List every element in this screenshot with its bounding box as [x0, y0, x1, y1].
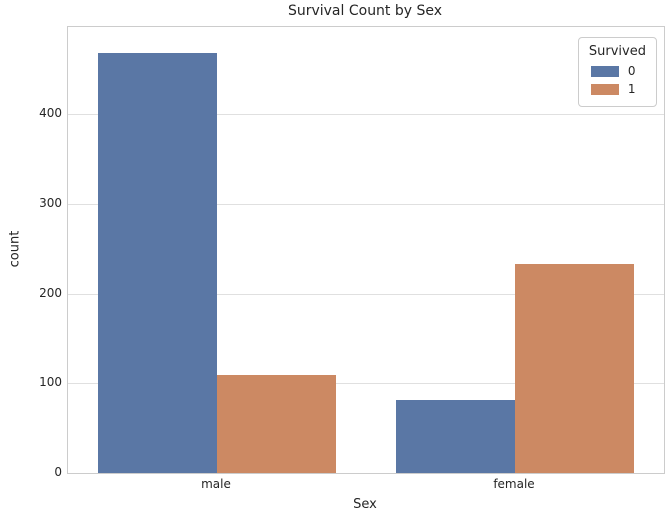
- legend-label: 0: [627, 64, 636, 78]
- legend-swatch-icon: [590, 65, 619, 77]
- bar-male-survived-0: [97, 53, 217, 473]
- y-tick-0: 0: [54, 465, 62, 479]
- y-tick-200: 200: [39, 285, 62, 300]
- bar-female-survived-0: [395, 400, 515, 473]
- y-tick-100: 100: [39, 375, 62, 390]
- x-axis-label: Sex: [353, 497, 377, 512]
- x-tick-labels: male female: [67, 476, 663, 492]
- y-tick-400: 400: [39, 106, 62, 121]
- legend-label: 1: [627, 82, 636, 96]
- y-tick-labels: 0 100 200 300 400: [0, 26, 62, 479]
- gridline-y-200: [68, 293, 664, 295]
- gridline-y-300: [68, 203, 664, 205]
- gridline-y-100: [68, 383, 664, 385]
- legend-entry-1: 1: [590, 82, 646, 96]
- y-tick-300: 300: [39, 195, 62, 210]
- bar-male-survived-1: [217, 375, 337, 473]
- chart-title: Survival Count by Sex: [287, 3, 443, 19]
- x-tick-female: female: [493, 477, 535, 491]
- bar-female-survived-1: [515, 263, 635, 473]
- legend-entry-0: 0: [590, 64, 646, 78]
- legend-swatch-icon: [590, 83, 619, 95]
- legend-title: Survived: [588, 44, 646, 59]
- x-tick-male: male: [201, 477, 231, 491]
- gridline-y-400: [68, 114, 664, 116]
